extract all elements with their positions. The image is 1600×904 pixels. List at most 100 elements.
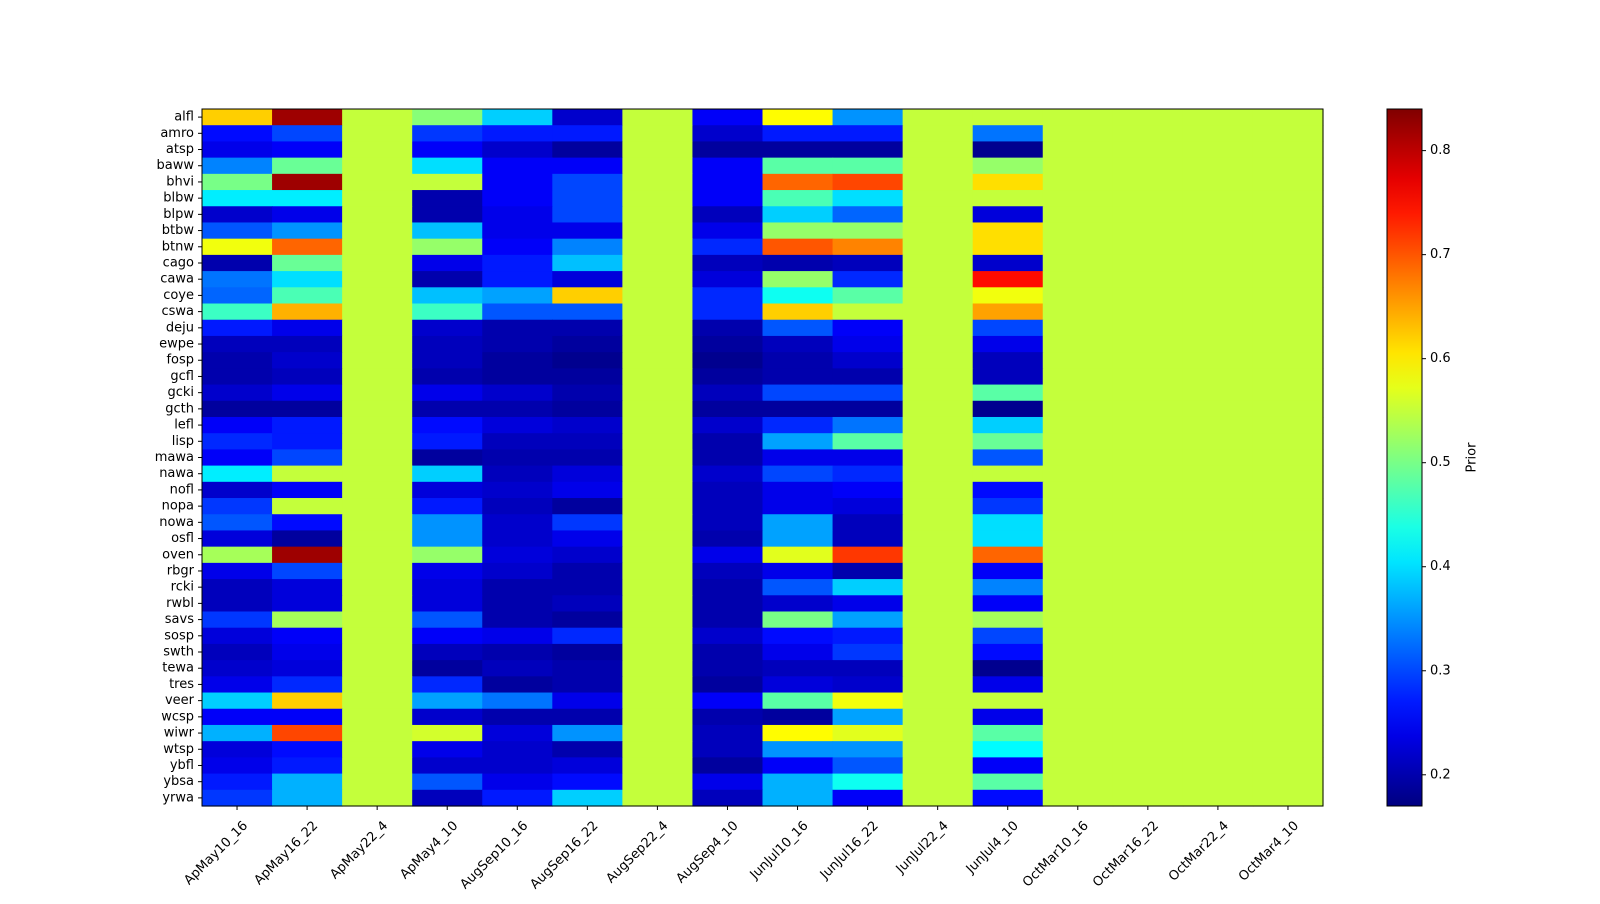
heatmap-cell xyxy=(762,643,834,661)
heatmap-cell xyxy=(692,579,764,596)
heatmap-cell xyxy=(692,254,764,272)
heatmap-cell xyxy=(482,643,553,661)
heatmap-cell xyxy=(202,173,273,191)
y-tick-label: blbw xyxy=(163,191,194,206)
heatmap-cell xyxy=(762,433,834,450)
heatmap-cell xyxy=(692,449,764,467)
heatmap-cell xyxy=(482,319,553,337)
heatmap-cell xyxy=(622,384,694,402)
heatmap-cell xyxy=(1252,206,1324,224)
heatmap-cell xyxy=(482,789,553,807)
heatmap-cell xyxy=(412,692,483,710)
heatmap-cell xyxy=(1182,400,1254,418)
heatmap-cell xyxy=(1112,254,1184,272)
heatmap-cell xyxy=(762,368,834,386)
heatmap-cell xyxy=(902,692,974,710)
heatmap-cell xyxy=(552,579,623,596)
heatmap-cell xyxy=(832,660,904,677)
heatmap-cell xyxy=(762,627,834,645)
heatmap-cell xyxy=(412,595,483,613)
heatmap-cell xyxy=(202,190,273,207)
heatmap-cell xyxy=(1112,400,1184,418)
y-tick-label: swth xyxy=(163,645,194,660)
heatmap-cell xyxy=(552,157,623,175)
heatmap-cell xyxy=(342,368,413,386)
heatmap-cell xyxy=(1252,514,1324,532)
heatmap-cell xyxy=(832,416,904,434)
heatmap-cell xyxy=(1112,579,1184,596)
heatmap-cell xyxy=(762,789,834,807)
heatmap-cell xyxy=(692,514,764,532)
heatmap-cell xyxy=(552,287,623,305)
heatmap-cell xyxy=(1042,352,1114,369)
heatmap-cell xyxy=(902,109,974,126)
heatmap-cell xyxy=(1182,190,1254,207)
heatmap-cell xyxy=(202,660,273,677)
heatmap-cell xyxy=(832,368,904,386)
heatmap-cell xyxy=(272,222,343,240)
heatmap-cell xyxy=(762,206,834,224)
heatmap-cell xyxy=(622,433,694,450)
heatmap-cell xyxy=(342,125,413,143)
heatmap-cell xyxy=(622,141,694,159)
heatmap-cell xyxy=(482,498,553,515)
heatmap-cell xyxy=(552,773,623,791)
heatmap-cell xyxy=(832,676,904,694)
heatmap-cell xyxy=(1252,789,1324,807)
heatmap-cell xyxy=(412,449,483,467)
heatmap-cell xyxy=(482,481,553,499)
heatmap-cell xyxy=(272,433,343,450)
heatmap-cell xyxy=(1182,627,1254,645)
heatmap-cell xyxy=(412,660,483,677)
heatmap-cell xyxy=(1182,595,1254,613)
heatmap-cell xyxy=(1112,546,1184,564)
heatmap-cell xyxy=(902,643,974,661)
heatmap-cell xyxy=(1182,692,1254,710)
heatmap-cell xyxy=(902,384,974,402)
heatmap-cell xyxy=(412,741,483,758)
heatmap-cell xyxy=(902,498,974,515)
heatmap-cell xyxy=(972,190,1044,207)
heatmap-cell xyxy=(1112,287,1184,305)
heatmap-cell xyxy=(972,400,1044,418)
heatmap-cell xyxy=(902,676,974,694)
colorbar-tick-label: 0.8 xyxy=(1430,143,1451,158)
heatmap-cell xyxy=(202,287,273,305)
heatmap-cell xyxy=(692,643,764,661)
heatmap-cell xyxy=(972,222,1044,240)
heatmap-cell xyxy=(1252,595,1324,613)
heatmap-cell xyxy=(552,611,623,629)
heatmap-cell xyxy=(1112,757,1184,775)
heatmap-cell xyxy=(972,303,1044,321)
heatmap-cell xyxy=(1042,433,1114,450)
heatmap-cell xyxy=(482,206,553,224)
heatmap-cell xyxy=(552,692,623,710)
heatmap-cell xyxy=(1252,449,1324,467)
y-tick-label: wcsp xyxy=(161,709,194,724)
heatmap-cell xyxy=(972,660,1044,677)
y-tick-label: rbgr xyxy=(167,563,195,578)
heatmap-cell xyxy=(342,481,413,499)
heatmap-cell xyxy=(202,352,273,369)
heatmap-cell xyxy=(272,643,343,661)
heatmap-cell xyxy=(972,141,1044,159)
heatmap-cell xyxy=(1252,465,1324,483)
heatmap-cell xyxy=(692,773,764,791)
heatmap-cell xyxy=(1042,465,1114,483)
heatmap-cell xyxy=(272,627,343,645)
heatmap-cell xyxy=(202,708,273,726)
heatmap-cell xyxy=(272,465,343,483)
heatmap-cell xyxy=(552,676,623,694)
y-tick-label: deju xyxy=(166,320,194,335)
heatmap-cell xyxy=(1042,562,1114,580)
heatmap-cell xyxy=(972,741,1044,758)
heatmap-cell xyxy=(482,287,553,305)
heatmap-cell xyxy=(342,724,413,742)
heatmap-cell xyxy=(272,708,343,726)
heatmap-cell xyxy=(272,368,343,386)
heatmap-cell xyxy=(902,157,974,175)
heatmap-cell xyxy=(202,643,273,661)
heatmap-cell xyxy=(412,627,483,645)
heatmap-cell xyxy=(1182,708,1254,726)
heatmap-cell xyxy=(1182,660,1254,677)
